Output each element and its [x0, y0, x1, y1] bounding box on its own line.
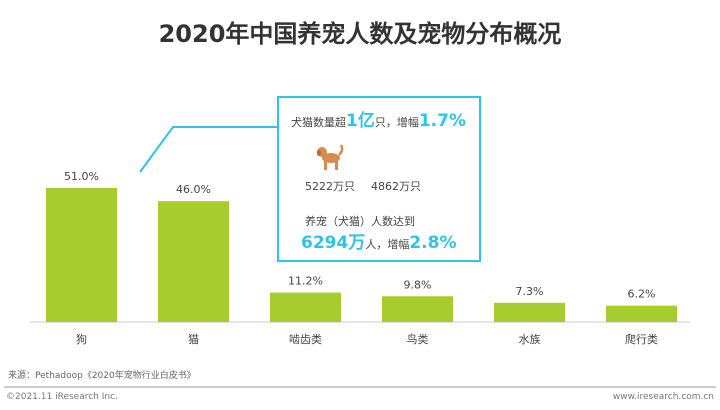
data-label: 11.2% [288, 275, 323, 288]
text: 犬猫数量超 [291, 116, 346, 129]
highlight: 2.8% [409, 233, 457, 253]
text: 只，增幅 [374, 116, 419, 129]
chart-title: 2020年中国养宠人数及宠物分布概况 [158, 20, 562, 48]
highlight: 1.7% [418, 111, 466, 131]
website-link[interactable]: www.iresearch.com.cn [612, 392, 714, 402]
source-note: 来源：Pethadoop《2020年宠物行业白皮书》 [8, 371, 196, 381]
callout-line3: 养宠（犬猫）人数达到 [305, 215, 415, 228]
data-label: 9.8% [404, 278, 432, 291]
callout-line4: 6294万人，增幅2.8% [301, 228, 456, 253]
bar-chart: 51.0% 狗 46.0% 猫 11.2% 啮齿类 9.8% 鸟类 7.3% 水族 6.2% 爬行类 [30, 126, 690, 346]
highlight: 6294万 [301, 233, 366, 253]
category-label: 水族 [519, 332, 541, 346]
text: 人，增幅 [365, 238, 410, 251]
bar [606, 305, 677, 322]
category-label: 鸟类 [407, 332, 429, 346]
data-label: 7.3% [516, 285, 544, 298]
bar [494, 302, 565, 322]
category-label: 爬行类 [625, 332, 658, 346]
category-label: 猫 [188, 333, 199, 346]
bar [46, 188, 117, 322]
dog-icon [315, 144, 345, 175]
highlight: 1亿 [346, 111, 375, 131]
category-label: 啮齿类 [289, 332, 322, 346]
data-label: 51.0% [64, 170, 99, 183]
callout-connector [139, 126, 277, 173]
data-label: 46.0% [176, 183, 211, 196]
category-label: 狗 [76, 333, 87, 346]
bar [158, 201, 229, 322]
bar [270, 292, 341, 322]
callout-line1: 犬猫数量超1亿只，增幅1.7% [291, 106, 466, 131]
cat-count: 4862万只 [371, 180, 421, 193]
dog-count: 5222万只 [305, 180, 355, 193]
callout-box: 犬猫数量超1亿只，增幅1.7% 5222万只 4862万只 养宠（犬猫）人数达到… [277, 96, 481, 262]
bar [382, 296, 453, 322]
divider [4, 386, 716, 388]
copyright: ©2021.11 iResearch Inc. [6, 392, 118, 402]
data-label: 6.2% [628, 288, 656, 301]
